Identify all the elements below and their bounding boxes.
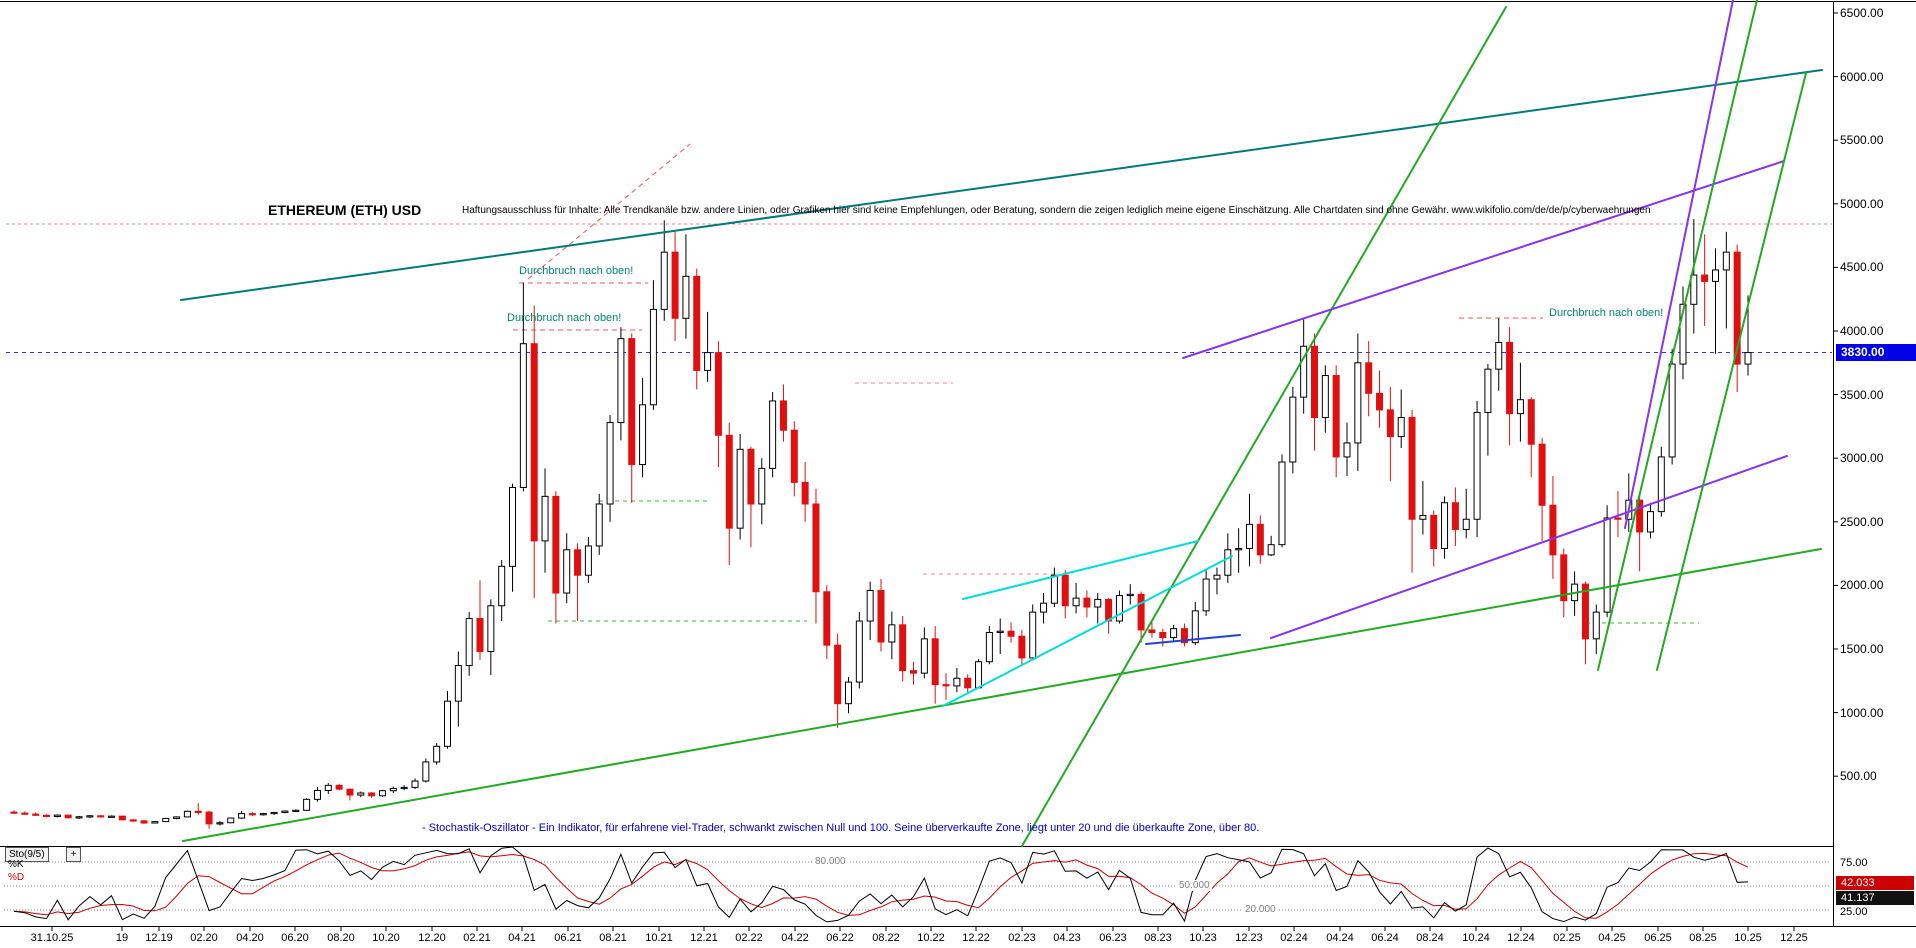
add-indicator-button[interactable]: + bbox=[66, 847, 81, 862]
time-tick-label: 04.23 bbox=[1053, 932, 1081, 944]
price-tick-label: 3000.00 bbox=[1840, 451, 1884, 465]
price-tick-label: 1500.00 bbox=[1840, 642, 1884, 656]
price-tick-label: 6500.00 bbox=[1840, 6, 1884, 20]
time-tick-label: 02.23 bbox=[1008, 932, 1036, 944]
time-tick-label: 06.20 bbox=[281, 932, 309, 944]
price-tick-label: 6000.00 bbox=[1840, 70, 1884, 84]
time-tick-label: 12.24 bbox=[1507, 932, 1535, 944]
time-tick-label: 04.24 bbox=[1326, 932, 1354, 944]
time-tick-label: 02.22 bbox=[735, 932, 763, 944]
time-tick-label: 06.25 bbox=[1644, 932, 1672, 944]
time-tick-label: 12.22 bbox=[962, 932, 990, 944]
price-tick-label: 3500.00 bbox=[1840, 388, 1884, 402]
k-line-label: %K bbox=[8, 859, 24, 870]
breakout-annotation-1: Durchbruch nach oben! bbox=[519, 265, 634, 277]
time-tick-label: 31.10.25 bbox=[30, 932, 74, 944]
price-tick-label: 5000.00 bbox=[1840, 197, 1884, 211]
time-tick-label: 08.22 bbox=[872, 932, 900, 944]
price-tick-label: 2000.00 bbox=[1840, 578, 1884, 592]
breakout-annotation-3: Durchbruch nach oben! bbox=[1549, 307, 1664, 319]
time-tick-label: 12.25 bbox=[1780, 932, 1808, 944]
time-tick-label: 08.24 bbox=[1416, 932, 1444, 944]
price-tick-label: 500.00 bbox=[1840, 769, 1877, 783]
time-tick-label: 04.21 bbox=[508, 932, 536, 944]
current-price-badge: 3830.00 bbox=[1836, 344, 1916, 361]
oscillator-level-label: 20.000 bbox=[1243, 904, 1278, 915]
time-tick-label: 02.21 bbox=[463, 932, 491, 944]
oscillator-level-label: 50.000 bbox=[1177, 880, 1212, 891]
time-tick-label: 06.22 bbox=[826, 932, 854, 944]
time-tick-label: 08.25 bbox=[1689, 932, 1717, 944]
time-tick-label: 06.24 bbox=[1371, 932, 1399, 944]
time-tick-label: 19 bbox=[115, 932, 129, 944]
k-value-badge: 41.137 bbox=[1836, 891, 1914, 905]
time-tick-label: 04.20 bbox=[236, 932, 264, 944]
price-tick-label: 4000.00 bbox=[1840, 324, 1884, 338]
time-tick-label: 02.24 bbox=[1280, 932, 1308, 944]
time-tick-label: 10.22 bbox=[917, 932, 945, 944]
time-tick-label: 10.21 bbox=[645, 932, 673, 944]
time-tick-label: 08.23 bbox=[1144, 932, 1172, 944]
breakout-annotation-2: Durchbruch nach oben! bbox=[507, 312, 622, 324]
price-tick-label: 4500.00 bbox=[1840, 260, 1884, 274]
time-tick-label: 02.20 bbox=[190, 932, 218, 944]
time-tick-label: 06.23 bbox=[1099, 932, 1127, 944]
time-tick-label: 12.23 bbox=[1235, 932, 1263, 944]
time-tick-label: 08.21 bbox=[599, 932, 627, 944]
time-tick-label: 12.21 bbox=[690, 932, 718, 944]
time-tick-label: 10.24 bbox=[1462, 932, 1490, 944]
d-line-label: %D bbox=[8, 872, 25, 883]
oscillator-level-label: 80.000 bbox=[813, 856, 848, 867]
oscillator-axis-upper: 75.00 bbox=[1840, 857, 1868, 869]
time-tick-label: 02.25 bbox=[1553, 932, 1581, 944]
time-tick-label: 12.19 bbox=[145, 932, 173, 944]
oscillator-axis-lower: 25.00 bbox=[1840, 906, 1868, 918]
time-tick-label: 10.20 bbox=[372, 932, 400, 944]
time-tick-label: 10.25 bbox=[1734, 932, 1762, 944]
stochastic-description: - Stochastik-Oszillator - Ein Indikator,… bbox=[422, 822, 1260, 834]
time-tick-label: 04.25 bbox=[1598, 932, 1626, 944]
price-tick-label: 5500.00 bbox=[1840, 133, 1884, 147]
indicator-label[interactable]: Sto(9/5) bbox=[5, 847, 49, 862]
time-tick-label: 08.20 bbox=[327, 932, 355, 944]
d-value-badge: 42.033 bbox=[1836, 876, 1914, 890]
time-tick-label: 12.20 bbox=[418, 932, 446, 944]
time-tick-label: 06.21 bbox=[554, 932, 582, 944]
time-tick-label: 04.22 bbox=[781, 932, 809, 944]
disclaimer-text: Haftungsausschluss für Inhalte: Alle Tre… bbox=[462, 205, 1651, 216]
time-tick-label: 10.23 bbox=[1189, 932, 1217, 944]
price-tick-label: 2500.00 bbox=[1840, 515, 1884, 529]
price-tick-label: 1000.00 bbox=[1840, 706, 1884, 720]
chart-title: ETHEREUM (ETH) USD bbox=[268, 202, 422, 218]
